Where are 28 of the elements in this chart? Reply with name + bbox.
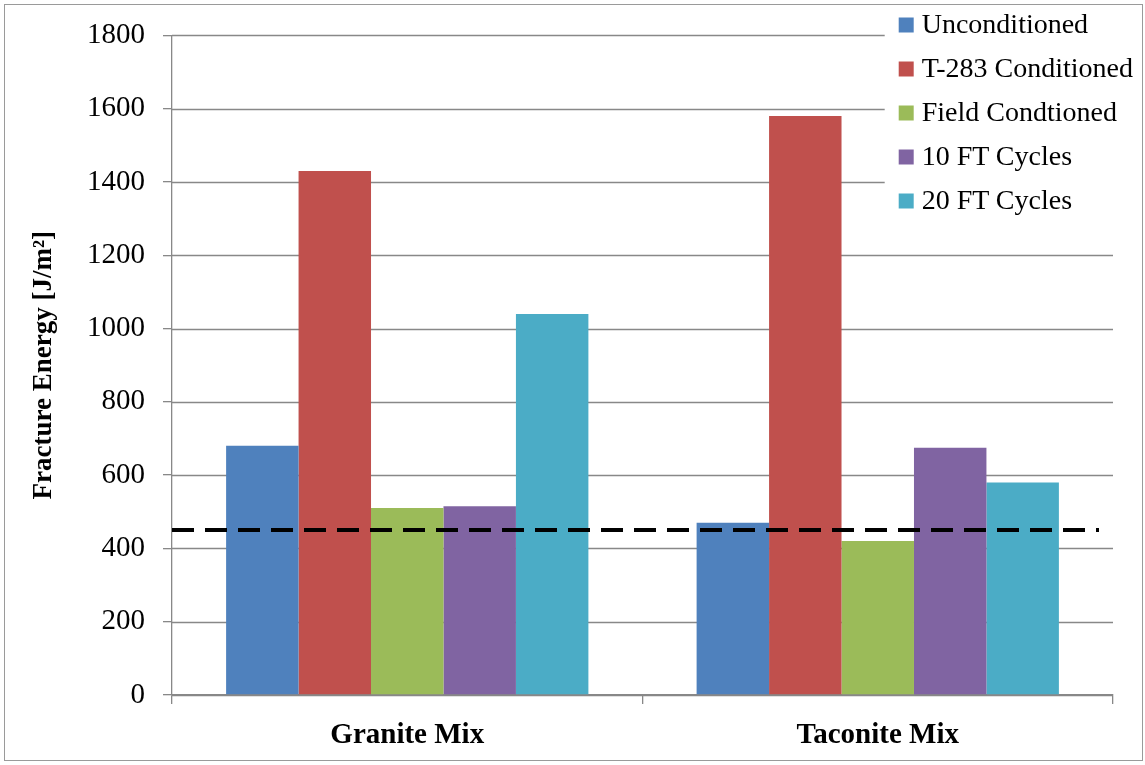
bar: [298, 170, 372, 695]
bar: [226, 445, 299, 695]
y-tick-label: 1800: [87, 17, 145, 50]
bar: [443, 506, 516, 695]
y-tick-label: 1400: [87, 163, 145, 196]
x-tick-label: Taconite Mix: [796, 716, 960, 749]
y-tick-label: 1200: [87, 236, 145, 269]
y-tick-label: 200: [101, 603, 145, 636]
bar: [769, 116, 842, 695]
legend-label: 10 FT Cycles: [921, 140, 1073, 172]
bar: [696, 522, 770, 695]
legend-label: 20 FT Cycles: [921, 184, 1073, 216]
bar: [913, 447, 987, 695]
y-tick-label: 0: [130, 676, 145, 709]
legend-label: Field Condtioned: [921, 96, 1117, 128]
x-tick-label: Granite Mix: [330, 716, 485, 749]
y-tick-label: 1600: [87, 90, 145, 123]
bar: [371, 508, 444, 695]
bar: [841, 541, 914, 695]
y-tick-label: 600: [101, 456, 145, 489]
y-tick-label: 1000: [87, 310, 145, 343]
legend-label: Unconditioned: [921, 8, 1089, 40]
y-tick-label: 800: [101, 383, 145, 416]
y-tick-label: 400: [101, 530, 145, 563]
legend-label: T-283 Conditioned: [921, 52, 1134, 84]
bar: [515, 313, 589, 695]
y-axis-title: Fracture Energy [J/m²]: [27, 230, 58, 500]
bar: [986, 482, 1059, 695]
